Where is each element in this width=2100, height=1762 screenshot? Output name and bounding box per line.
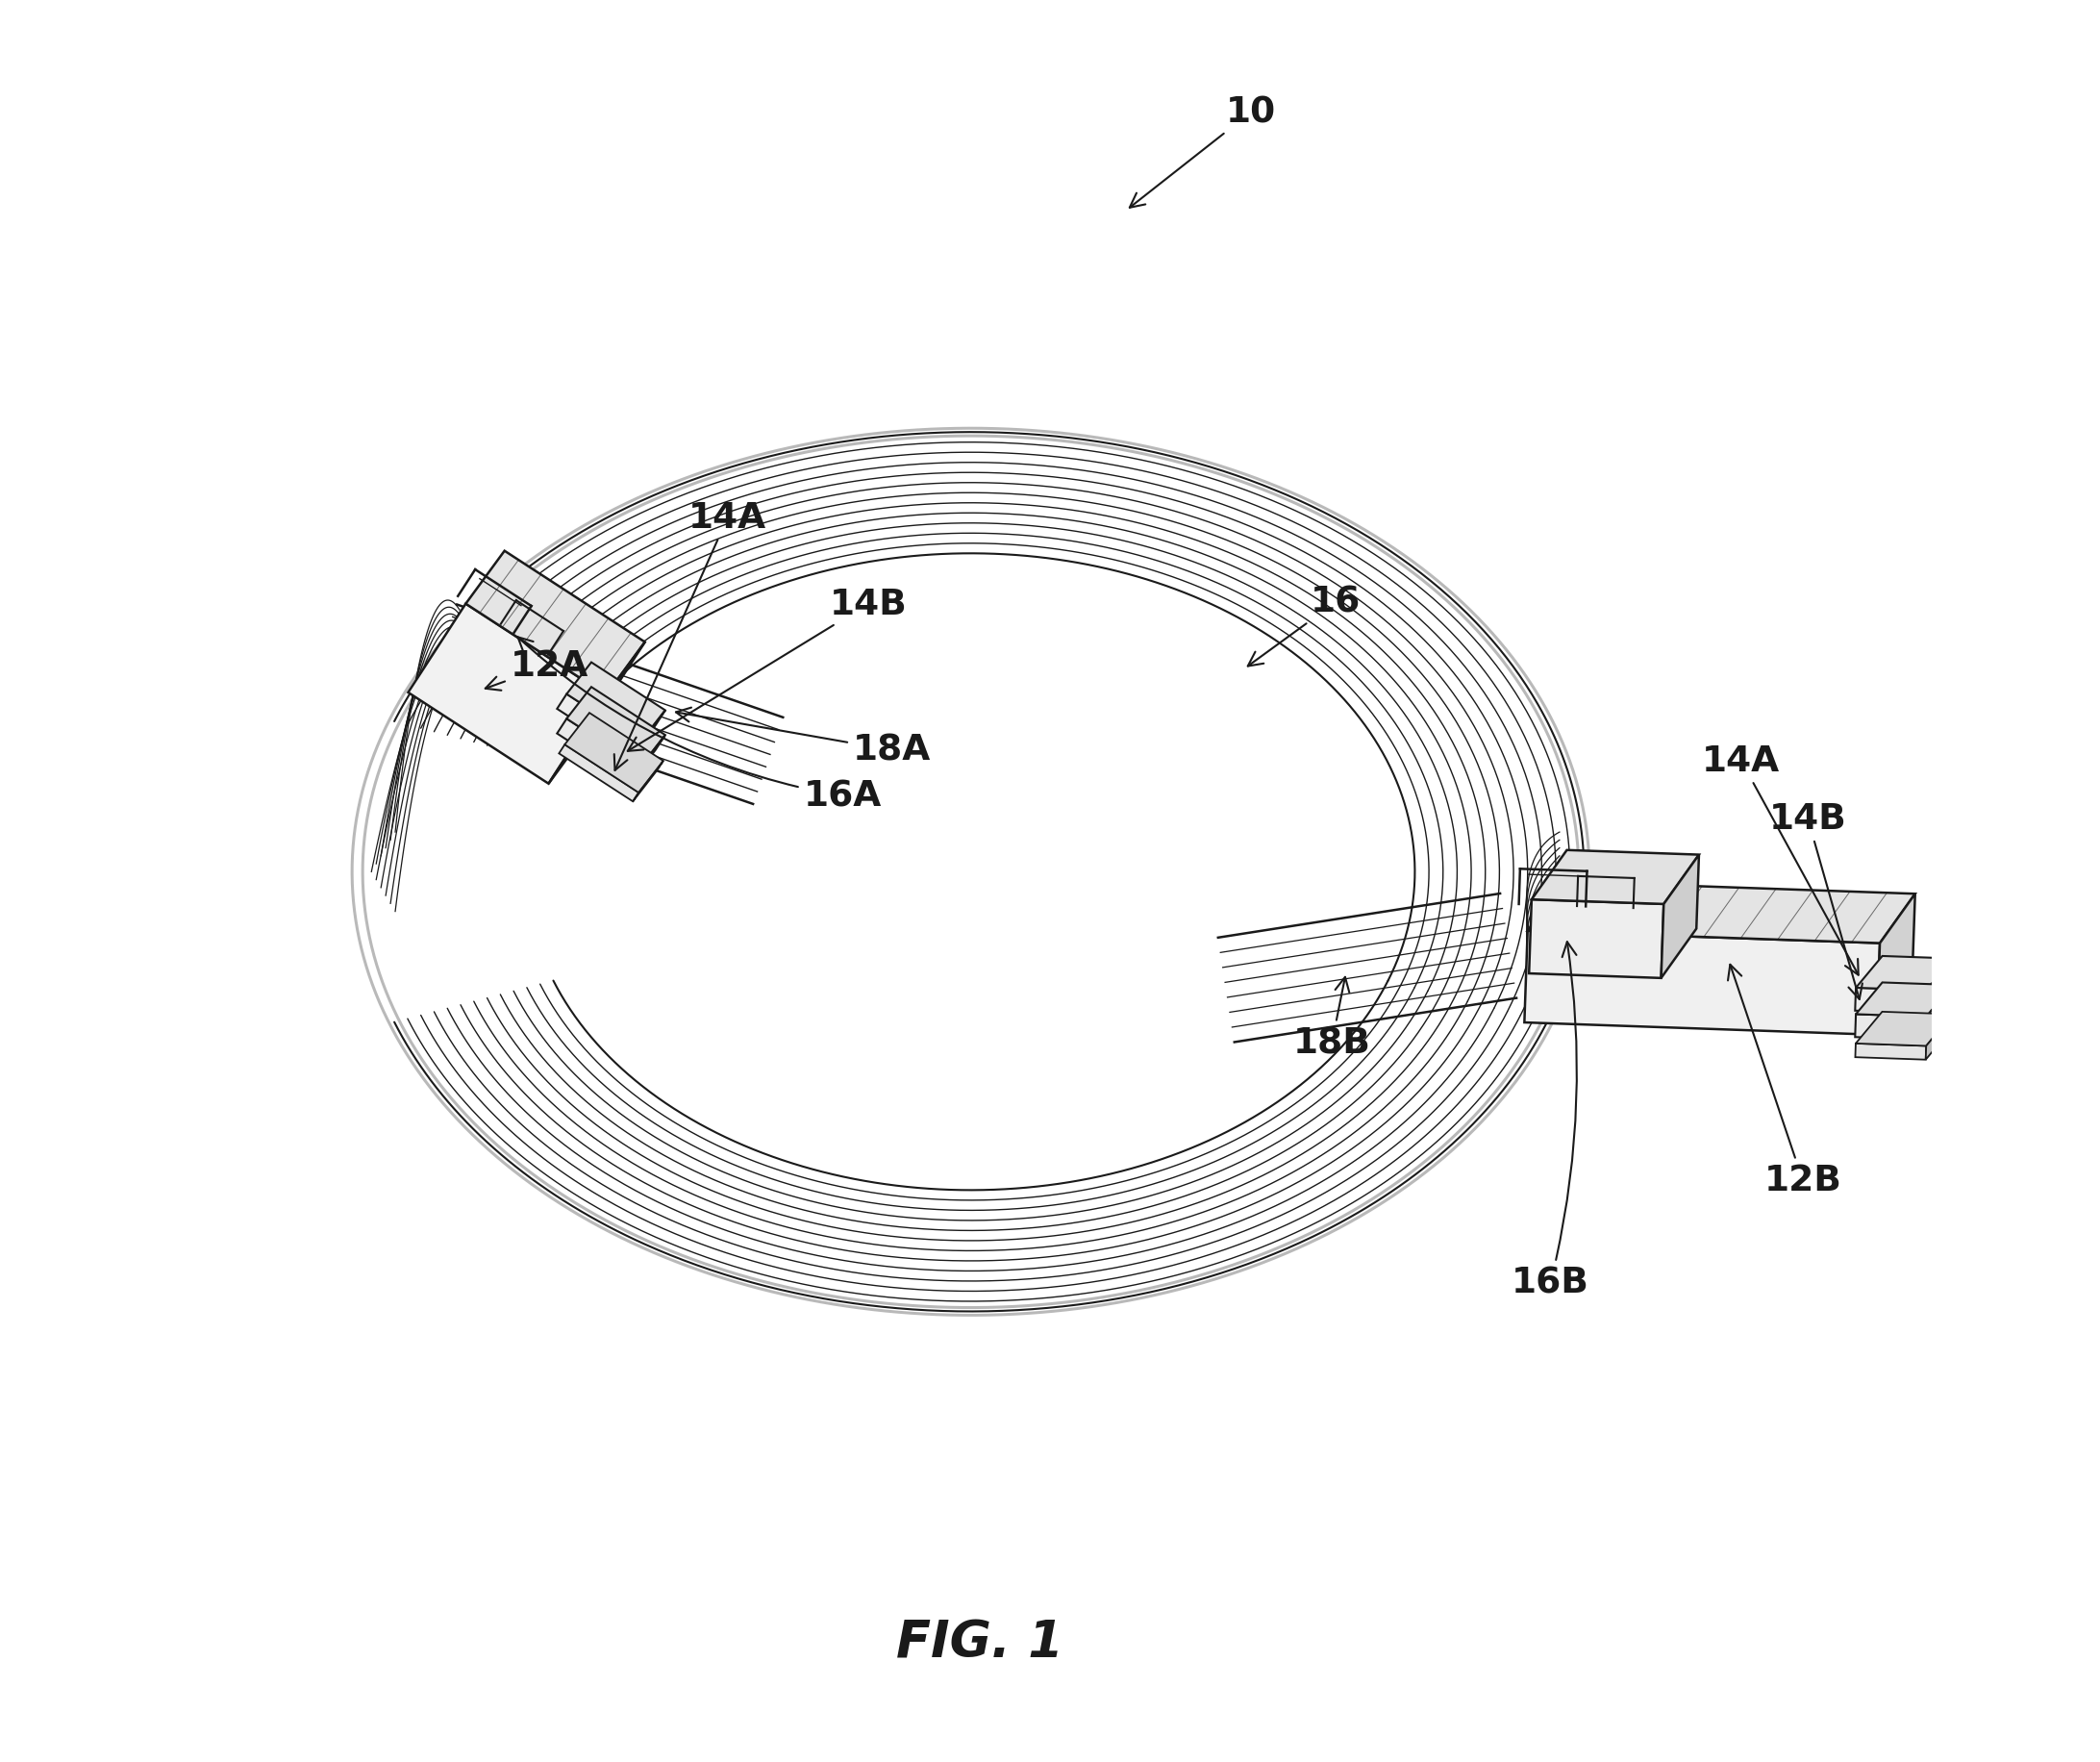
- Text: 18B: 18B: [1294, 978, 1371, 1061]
- Text: 14B: 14B: [1768, 802, 1863, 999]
- Text: 18A: 18A: [676, 708, 930, 768]
- Polygon shape: [1856, 1011, 1953, 1047]
- Text: 12B: 12B: [1728, 966, 1842, 1198]
- Text: FIG. 1: FIG. 1: [897, 1618, 1063, 1667]
- Polygon shape: [1527, 883, 1915, 944]
- Polygon shape: [1854, 1043, 1926, 1061]
- Text: 16B: 16B: [1512, 943, 1590, 1300]
- Polygon shape: [1529, 900, 1663, 978]
- Polygon shape: [548, 643, 645, 784]
- Polygon shape: [630, 710, 666, 758]
- Polygon shape: [1661, 855, 1699, 978]
- Text: 12A: 12A: [485, 648, 588, 691]
- Polygon shape: [1926, 985, 1953, 1040]
- Polygon shape: [556, 719, 640, 782]
- Polygon shape: [407, 604, 607, 784]
- Text: 16: 16: [1247, 585, 1361, 666]
- Text: 14B: 14B: [628, 587, 907, 752]
- Text: 10: 10: [1130, 95, 1277, 208]
- Polygon shape: [1854, 1015, 1926, 1040]
- Polygon shape: [1926, 959, 1953, 1013]
- Polygon shape: [567, 687, 666, 766]
- Polygon shape: [567, 663, 666, 742]
- Polygon shape: [1856, 983, 1953, 1017]
- Text: 14A: 14A: [1703, 744, 1859, 976]
- Polygon shape: [632, 761, 664, 802]
- Text: 14A: 14A: [613, 500, 766, 770]
- Polygon shape: [1877, 895, 1915, 1034]
- Polygon shape: [565, 714, 664, 793]
- Polygon shape: [466, 552, 645, 696]
- Polygon shape: [630, 735, 666, 782]
- Text: 16A: 16A: [519, 638, 882, 814]
- Polygon shape: [556, 694, 640, 758]
- Polygon shape: [1531, 851, 1699, 904]
- Polygon shape: [559, 745, 638, 802]
- Polygon shape: [1926, 1015, 1953, 1061]
- Polygon shape: [1856, 957, 1953, 990]
- Polygon shape: [1525, 932, 1880, 1034]
- Polygon shape: [1854, 988, 1926, 1013]
